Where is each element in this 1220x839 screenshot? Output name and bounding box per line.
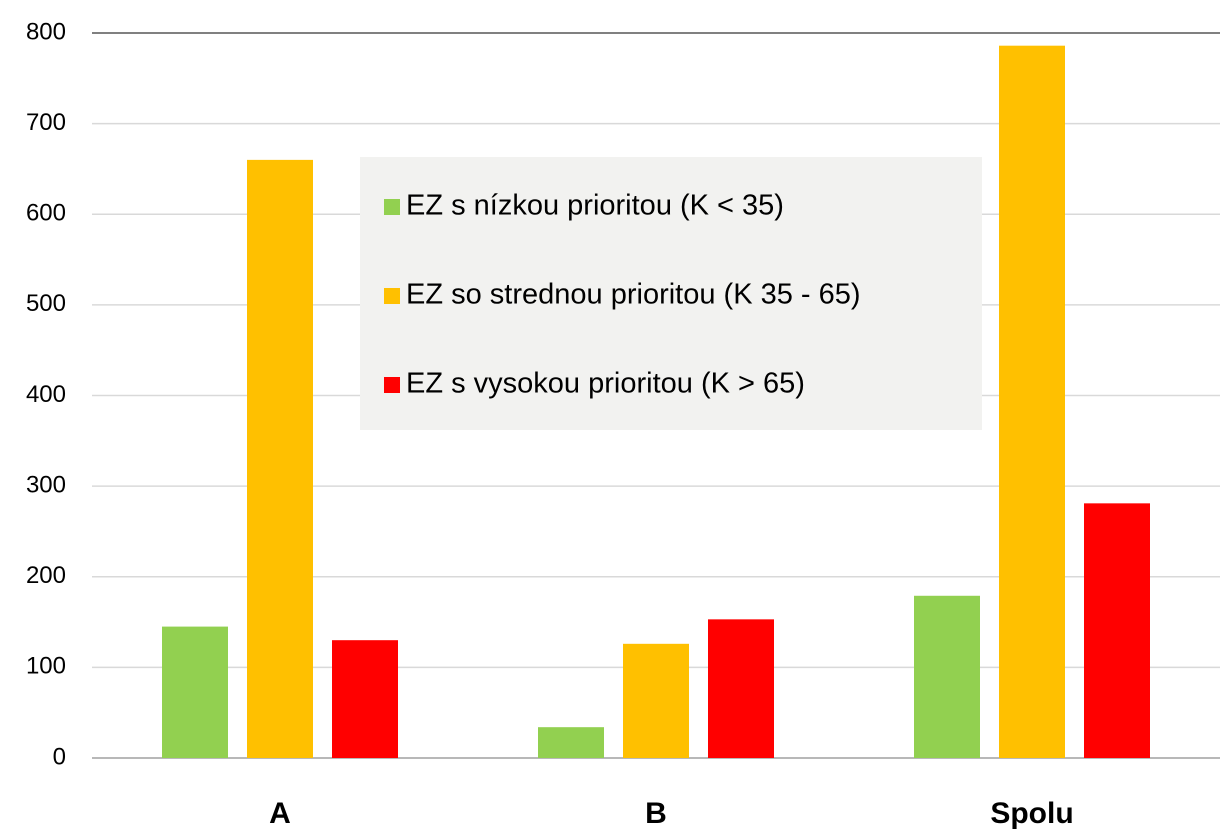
- legend-label: EZ so strednou prioritou (K 35 - 65): [406, 279, 861, 311]
- y-tick-label: 800: [26, 18, 66, 45]
- bar: [999, 45, 1065, 758]
- bar: [247, 159, 313, 758]
- bar: [162, 626, 228, 758]
- x-tick-label: A: [269, 797, 291, 830]
- x-tick-label: Spolu: [990, 797, 1073, 830]
- bar: [332, 640, 398, 758]
- bar: [914, 595, 980, 758]
- bar: [1084, 503, 1150, 758]
- x-tick-label: B: [645, 797, 667, 830]
- bar: [623, 643, 689, 758]
- legend-box: [360, 157, 982, 430]
- legend-label: EZ s vysokou prioritou (K > 65): [406, 368, 805, 400]
- y-tick-label: 100: [26, 653, 66, 680]
- y-tick-label: 300: [26, 471, 66, 498]
- legend-label: EZ s nízkou prioritou (K < 35): [406, 190, 784, 222]
- y-tick-label: 0: [53, 743, 66, 770]
- y-tick-label: 500: [26, 290, 66, 317]
- y-tick-label: 700: [26, 109, 66, 136]
- y-tick-label: 400: [26, 381, 66, 408]
- legend-swatch: [384, 377, 400, 393]
- y-tick-label: 200: [26, 562, 66, 589]
- bar: [708, 619, 774, 758]
- legend-swatch: [384, 199, 400, 215]
- y-tick-label: 600: [26, 200, 66, 227]
- bar: [538, 727, 604, 758]
- legend-swatch: [384, 288, 400, 304]
